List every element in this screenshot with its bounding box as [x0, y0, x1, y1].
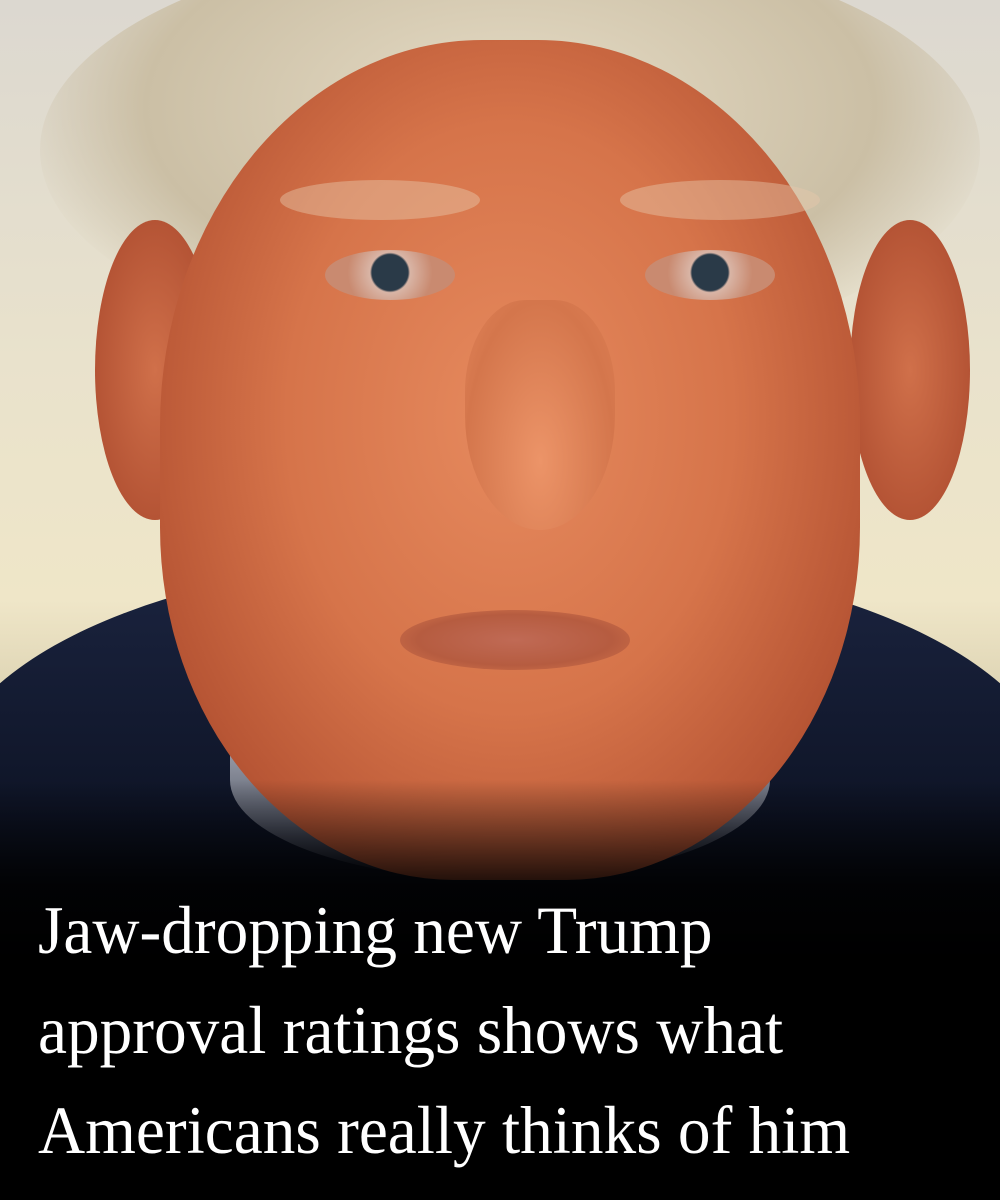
- nose: [465, 300, 615, 530]
- bottom-shade: [0, 780, 1000, 1200]
- left-eye: [325, 250, 455, 300]
- headline: Jaw-dropping new Trump approval ratings …: [38, 880, 950, 1180]
- left-eyebrow: [280, 180, 480, 220]
- right-eye: [645, 250, 775, 300]
- headline-line-3: Americans really thinks of him: [38, 1092, 851, 1168]
- mouth: [400, 610, 630, 670]
- right-eyebrow: [620, 180, 820, 220]
- headline-line-2: approval ratings shows what: [38, 992, 784, 1068]
- right-ear: [850, 220, 970, 520]
- headline-line-1: Jaw-dropping new Trump: [38, 892, 713, 968]
